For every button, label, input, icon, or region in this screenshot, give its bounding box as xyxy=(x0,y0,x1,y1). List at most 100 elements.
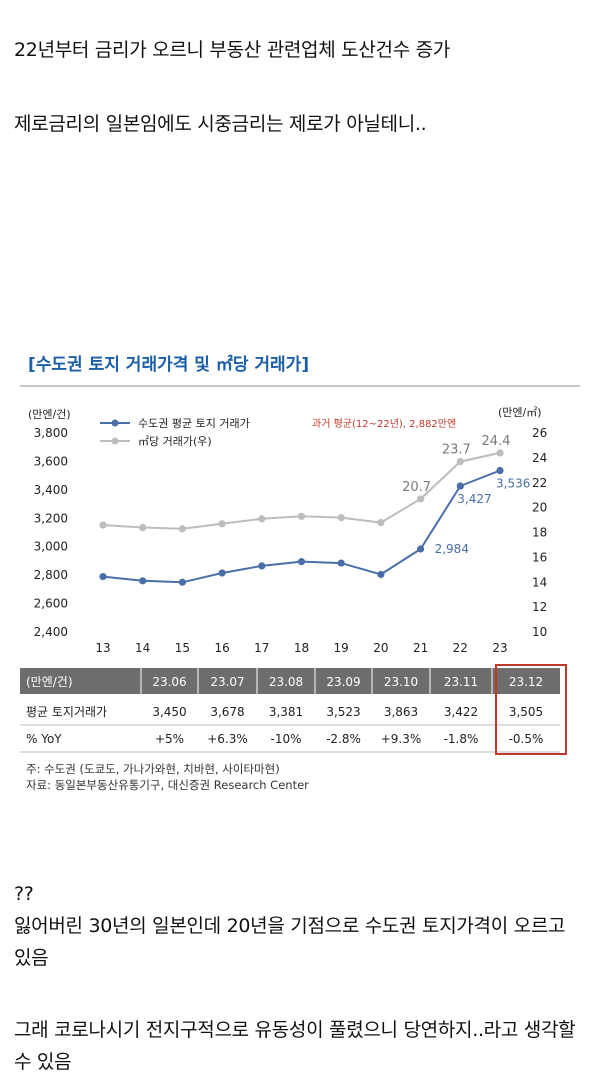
paragraph-3: ?? xyxy=(14,883,34,905)
series2-point xyxy=(139,523,147,532)
table-cell: 3,523 xyxy=(326,705,360,719)
table-header-cell: 23.12 xyxy=(509,675,543,689)
right-tick-label: 16 xyxy=(532,550,547,564)
left-tick-label: 3,800 xyxy=(34,426,68,440)
chart-figure: [수도권 토지 거래가격 및 ㎡당 거래가] (만엔/건) (만엔/㎡) 3,800 3… xyxy=(20,340,580,810)
legend-marker-series2 xyxy=(111,437,119,445)
series2-point xyxy=(456,458,464,466)
x-tick-label: 21 xyxy=(413,641,428,655)
series1-line xyxy=(102,469,501,584)
legend-label-series2: ㎡당 거래가(우) xyxy=(138,435,212,448)
table-header-bg xyxy=(20,668,560,694)
series2-point xyxy=(178,525,186,533)
series1-point xyxy=(178,578,186,586)
series1-point xyxy=(456,482,464,490)
right-tick-label: 22 xyxy=(532,476,547,490)
series1-point xyxy=(258,562,266,570)
x-tick-label: 16 xyxy=(214,641,229,655)
left-tick-label: 2,400 xyxy=(34,625,68,639)
right-tick-label: 10 xyxy=(532,625,547,639)
series1-point xyxy=(496,466,504,475)
table-header-cell: 23.10 xyxy=(384,675,418,689)
x-tick-label: 19 xyxy=(334,641,349,655)
series2-data-label: 20.7 xyxy=(402,480,431,495)
legend-marker-series1 xyxy=(111,419,119,427)
paragraph-2: 제로금리의 일본임에도 시중금리는 제로가 아닐테니.. xyxy=(14,113,427,135)
series2-point xyxy=(496,449,504,457)
table-cell: -0.5% xyxy=(509,732,544,746)
series1-point xyxy=(417,545,425,553)
table-header-cell: (만엔/건) xyxy=(26,675,73,689)
table-cell: 3,381 xyxy=(269,705,303,719)
right-tick-label: 14 xyxy=(532,575,547,589)
series2-point xyxy=(337,513,345,522)
table-cell: 3,505 xyxy=(509,705,543,719)
table-cell: 3,863 xyxy=(384,705,418,719)
series2-data-label: 24.4 xyxy=(482,434,511,449)
chart-annotation: 과거 평균(12~22년), 2,882만엔 xyxy=(312,418,456,430)
table-cell: 3,422 xyxy=(444,705,478,719)
left-tick-label: 3,600 xyxy=(34,454,68,468)
x-tick-label: 20 xyxy=(373,641,388,655)
table-cell: 3,450 xyxy=(152,705,186,719)
highlight-box xyxy=(495,664,567,755)
table-header-cell: 23.09 xyxy=(326,675,360,689)
right-tick-label: 26 xyxy=(532,426,547,440)
chart-title: [수도권 토지 거래가격 및 ㎡당 거래가] xyxy=(28,354,309,375)
left-tick-label: 3,000 xyxy=(34,540,68,554)
series1-point xyxy=(377,570,385,579)
series2-point xyxy=(297,512,306,520)
left-tick-label: 3,200 xyxy=(34,511,68,525)
table-cell: -1.8% xyxy=(444,732,479,746)
series2-point xyxy=(218,520,226,528)
series2-point xyxy=(99,521,107,529)
table-cell: +6.3% xyxy=(207,732,248,746)
right-tick-label: 18 xyxy=(532,526,547,540)
chart-note: 주: 수도권 (도쿄도, 가나가와현, 치바현, 사이타마현) xyxy=(26,762,280,776)
right-tick-label: 12 xyxy=(532,600,547,614)
x-tick-label: 13 xyxy=(95,641,110,655)
left-tick-label: 2,600 xyxy=(34,597,68,611)
series1-point xyxy=(139,577,147,585)
series1-point xyxy=(337,559,345,567)
x-tick-label: 23 xyxy=(492,641,507,655)
table-cell: % YoY xyxy=(26,732,62,746)
series2-point xyxy=(377,518,385,527)
x-tick-label: 15 xyxy=(175,641,190,655)
series1-data-label: 3,427 xyxy=(457,492,491,506)
table-cell: -10% xyxy=(270,732,301,746)
series1-point xyxy=(99,572,107,581)
table-cell: +5% xyxy=(155,732,184,746)
series1-data-label: 2,984 xyxy=(435,542,469,556)
series2-data-label: 23.7 xyxy=(442,443,471,458)
chart-svg: [수도권 토지 거래가격 및 ㎡당 거래가] (만엔/건) (만엔/㎡) 3,800 3… xyxy=(20,354,580,792)
series2-point xyxy=(258,515,266,523)
x-tick-label: 22 xyxy=(453,641,468,655)
paragraph-1: 22년부터 금리가 오르니 부동산 관련업체 도산건수 증가 xyxy=(14,39,450,61)
series1-data-label: 3,536 xyxy=(496,477,530,491)
table-cell: -2.8% xyxy=(326,732,361,746)
right-tick-label: 20 xyxy=(532,501,547,515)
series1-point xyxy=(297,558,306,566)
table-cell: 평균 토지거래가 xyxy=(26,705,107,719)
table-header-cell: 23.08 xyxy=(269,675,303,689)
legend-label-series1: 수도권 평균 토지 거래가 xyxy=(138,417,250,430)
table-cell: 3,678 xyxy=(210,705,244,719)
left-axis-unit: (만엔/건) xyxy=(28,408,71,421)
left-tick-label: 2,800 xyxy=(34,568,68,582)
x-tick-label: 14 xyxy=(135,641,150,655)
paragraph-4: 잃어버린 30년의 일본인데 20년을 기점으로 수도권 토지가격이 오르고 있… xyxy=(14,915,566,969)
table-cell: +9.3% xyxy=(381,732,422,746)
series2-point xyxy=(417,495,425,503)
left-tick-label: 3,400 xyxy=(34,483,68,497)
x-tick-label: 17 xyxy=(254,641,269,655)
table-header-cell: 23.07 xyxy=(210,675,244,689)
x-tick-label: 18 xyxy=(294,641,309,655)
series1-point xyxy=(218,569,226,577)
right-tick-label: 24 xyxy=(532,451,547,465)
chart-note: 자료: 동일본부동산유통기구, 대신증권 Research Center xyxy=(26,778,309,792)
table-header-cell: 23.11 xyxy=(444,675,478,689)
paragraph-5: 그래 코로나시기 전지구적으로 유동성이 풀렸으니 당연하지..라고 생각할수 … xyxy=(14,1019,576,1073)
table-header-cell: 23.06 xyxy=(152,675,186,689)
right-axis-unit: (만엔/㎡) xyxy=(498,406,542,419)
